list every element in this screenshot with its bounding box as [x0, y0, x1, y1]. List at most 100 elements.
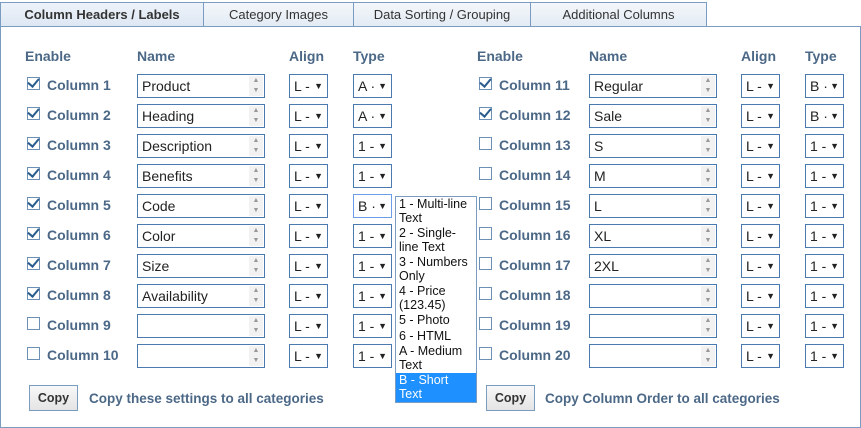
align-select[interactable]: L - ▼ — [741, 254, 780, 278]
spinner-icon[interactable]: ▲ ▼ — [701, 76, 715, 96]
enable-checkbox[interactable] — [479, 257, 492, 270]
align-select[interactable]: L - ▼ — [741, 224, 780, 248]
column-name-input[interactable]: Size ▲ ▼ — [137, 254, 265, 278]
spinner-icon[interactable]: ▲ ▼ — [701, 106, 715, 126]
enable-checkbox[interactable] — [27, 77, 40, 90]
align-select[interactable]: L - ▼ — [289, 314, 328, 338]
spinner-icon[interactable]: ▲ ▼ — [249, 286, 263, 306]
enable-checkbox[interactable] — [27, 227, 40, 240]
spinner-icon[interactable]: ▲ ▼ — [249, 256, 263, 276]
spinner-icon[interactable]: ▲ ▼ — [701, 166, 715, 186]
align-select[interactable]: L - ▼ — [289, 194, 328, 218]
column-name-input[interactable]: Description ▲ ▼ — [137, 134, 265, 158]
enable-checkbox[interactable] — [27, 107, 40, 120]
spinner-icon[interactable]: ▲ ▼ — [249, 166, 263, 186]
enable-checkbox[interactable] — [479, 347, 492, 360]
copy-settings-button[interactable]: Copy — [29, 385, 78, 411]
spinner-icon[interactable]: ▲ ▼ — [249, 106, 263, 126]
type-select[interactable]: 1 - ▼ — [353, 134, 392, 158]
enable-checkbox[interactable] — [27, 347, 40, 360]
align-select[interactable]: L - ▼ — [741, 104, 780, 128]
tab-column-headers[interactable]: Column Headers / Labels — [0, 2, 204, 26]
column-name-input[interactable]: ▲ ▼ — [137, 344, 265, 368]
align-select[interactable]: L - ▼ — [741, 194, 780, 218]
enable-checkbox[interactable] — [479, 227, 492, 240]
column-name-input[interactable]: 2XL ▲ ▼ — [589, 254, 717, 278]
align-select[interactable]: L - ▼ — [289, 164, 328, 188]
enable-checkbox[interactable] — [479, 137, 492, 150]
column-name-input[interactable]: Color ▲ ▼ — [137, 224, 265, 248]
type-select[interactable]: 1 - ▼ — [805, 254, 844, 278]
align-select[interactable]: L - ▼ — [741, 344, 780, 368]
column-name-input[interactable]: M ▲ ▼ — [589, 164, 717, 188]
type-select[interactable]: 1 - ▼ — [805, 314, 844, 338]
type-select[interactable]: 1 - ▼ — [805, 224, 844, 248]
column-name-input[interactable]: Regular ▲ ▼ — [589, 74, 717, 98]
dropdown-option[interactable]: A - Medium Text — [399, 344, 463, 372]
type-select[interactable]: 1 - ▼ — [353, 314, 392, 338]
column-name-input[interactable]: XL ▲ ▼ — [589, 224, 717, 248]
spinner-icon[interactable]: ▲ ▼ — [249, 316, 263, 336]
column-name-input[interactable]: ▲ ▼ — [137, 314, 265, 338]
align-select[interactable]: L - ▼ — [741, 284, 780, 308]
type-select[interactable]: B · ▼ — [805, 104, 844, 128]
type-select[interactable]: 1 - ▼ — [353, 224, 392, 248]
column-name-input[interactable]: Heading ▲ ▼ — [137, 104, 265, 128]
dropdown-option[interactable]: 6 - HTML — [399, 328, 452, 343]
enable-checkbox[interactable] — [27, 257, 40, 270]
column-name-input[interactable]: ▲ ▼ — [589, 344, 717, 368]
column-name-input[interactable]: ▲ ▼ — [589, 284, 717, 308]
align-select[interactable]: L - ▼ — [289, 284, 328, 308]
type-select[interactable]: 1 - ▼ — [353, 164, 392, 188]
enable-checkbox[interactable] — [479, 107, 492, 120]
spinner-icon[interactable]: ▲ ▼ — [701, 136, 715, 156]
column-name-input[interactable]: Product ▲ ▼ — [137, 74, 265, 98]
column-name-input[interactable]: Code ▲ ▼ — [137, 194, 265, 218]
type-select[interactable]: 1 - ▼ — [353, 344, 392, 368]
align-select[interactable]: L - ▼ — [741, 74, 780, 98]
spinner-icon[interactable]: ▲ ▼ — [249, 196, 263, 216]
dropdown-option[interactable]: 4 - Price (123.45) — [399, 284, 446, 312]
type-select[interactable]: 1 - ▼ — [805, 194, 844, 218]
align-select[interactable]: L - ▼ — [289, 254, 328, 278]
spinner-icon[interactable]: ▲ ▼ — [701, 196, 715, 216]
enable-checkbox[interactable] — [479, 77, 492, 90]
type-select[interactable]: A · ▼ — [353, 74, 392, 98]
type-select[interactable]: 1 - ▼ — [805, 164, 844, 188]
enable-checkbox[interactable] — [27, 317, 40, 330]
tab-category-images[interactable]: Category Images — [203, 2, 354, 26]
column-name-input[interactable]: Availability ▲ ▼ — [137, 284, 265, 308]
enable-checkbox[interactable] — [27, 137, 40, 150]
type-select[interactable]: 1 - ▼ — [805, 284, 844, 308]
copy-order-button[interactable]: Copy — [486, 385, 535, 411]
dropdown-option[interactable]: 2 - Single-line Text — [399, 226, 456, 254]
spinner-icon[interactable]: ▲ ▼ — [701, 316, 715, 336]
type-dropdown-list[interactable]: 1 - Multi-line Text 2 - Single-line Text 3… — [395, 196, 477, 403]
type-select[interactable]: B · ▼ — [805, 74, 844, 98]
spinner-icon[interactable]: ▲ ▼ — [249, 346, 263, 366]
enable-checkbox[interactable] — [27, 167, 40, 180]
enable-checkbox[interactable] — [479, 197, 492, 210]
enable-checkbox[interactable] — [479, 167, 492, 180]
dropdown-option[interactable]: 5 - Photo — [399, 313, 450, 327]
align-select[interactable]: L - ▼ — [289, 134, 328, 158]
spinner-icon[interactable]: ▲ ▼ — [701, 256, 715, 276]
column-name-input[interactable]: Sale ▲ ▼ — [589, 104, 717, 128]
tab-additional-columns[interactable]: Additional Columns — [530, 2, 707, 26]
align-select[interactable]: L - ▼ — [289, 104, 328, 128]
column-name-input[interactable]: L ▲ ▼ — [589, 194, 717, 218]
align-select[interactable]: L - ▼ — [741, 314, 780, 338]
spinner-icon[interactable]: ▲ ▼ — [701, 286, 715, 306]
spinner-icon[interactable]: ▲ ▼ — [701, 226, 715, 246]
type-select[interactable]: 1 - ▼ — [353, 254, 392, 278]
enable-checkbox[interactable] — [479, 287, 492, 300]
align-select[interactable]: L - ▼ — [289, 74, 328, 98]
align-select[interactable]: L - ▼ — [741, 164, 780, 188]
tab-data-sorting[interactable]: Data Sorting / Grouping — [353, 2, 531, 26]
dropdown-option[interactable]: 3 - Numbers Only — [399, 255, 468, 283]
spinner-icon[interactable]: ▲ ▼ — [249, 226, 263, 246]
enable-checkbox[interactable] — [27, 197, 40, 210]
column-name-input[interactable]: ▲ ▼ — [589, 314, 717, 338]
enable-checkbox[interactable] — [479, 317, 492, 330]
enable-checkbox[interactable] — [27, 287, 40, 300]
